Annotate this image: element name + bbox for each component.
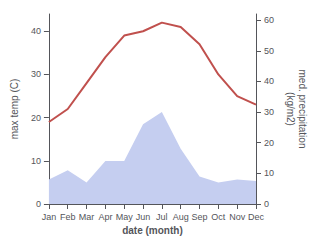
svg-text:Aug: Aug: [173, 212, 189, 222]
svg-text:Mar: Mar: [79, 212, 95, 222]
svg-text:30: 30: [31, 69, 41, 79]
svg-text:Sep: Sep: [192, 212, 208, 222]
svg-text:20: 20: [264, 138, 274, 148]
svg-text:Jan: Jan: [42, 212, 57, 222]
svg-text:10: 10: [31, 156, 41, 166]
svg-text:0: 0: [36, 199, 41, 209]
svg-text:date (month): date (month): [122, 225, 183, 236]
svg-text:20: 20: [31, 113, 41, 123]
svg-text:10: 10: [264, 168, 274, 178]
svg-text:40: 40: [264, 76, 274, 86]
svg-text:Apr: Apr: [98, 212, 112, 222]
svg-text:30: 30: [264, 107, 274, 117]
svg-text:max temp (C): max temp (C): [9, 79, 20, 140]
svg-text:med. precipitation: med. precipitation: [297, 70, 308, 149]
svg-text:Oct: Oct: [211, 212, 226, 222]
svg-text:May: May: [116, 212, 134, 222]
svg-text:(kg/m2): (kg/m2): [285, 92, 296, 126]
svg-text:50: 50: [264, 46, 274, 56]
svg-text:Nov: Nov: [229, 212, 246, 222]
svg-text:Dec: Dec: [248, 212, 265, 222]
svg-text:Feb: Feb: [60, 212, 76, 222]
svg-text:40: 40: [31, 26, 41, 36]
svg-text:0: 0: [264, 199, 269, 209]
svg-text:Jul: Jul: [156, 212, 168, 222]
svg-text:Jun: Jun: [136, 212, 151, 222]
svg-text:60: 60: [264, 15, 274, 25]
